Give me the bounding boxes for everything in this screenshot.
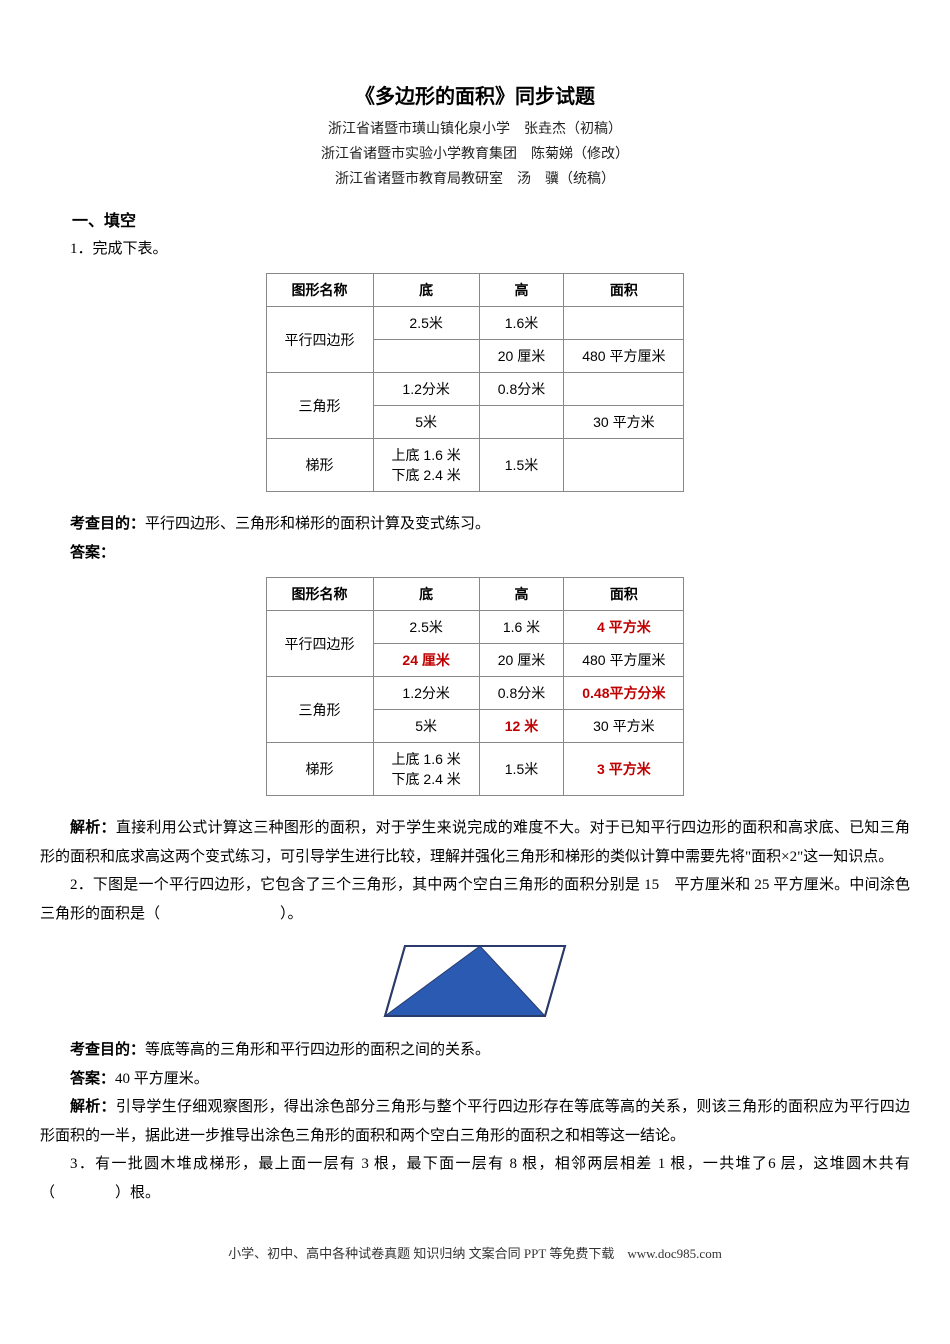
row-name: 三角形 (266, 373, 373, 439)
q1-purpose: 考查目的：平行四边形、三角形和梯形的面积计算及变式练习。 (40, 510, 910, 539)
table-cell: 0.8分米 (479, 677, 563, 710)
table-cell: 20 厘米 (479, 340, 563, 373)
table-header: 高 (479, 274, 563, 307)
purpose-label: 考查目的： (70, 516, 145, 532)
table-header: 图形名称 (266, 274, 373, 307)
author-line: 浙江省诸暨市实验小学教育集团 陈菊娣（修改） (40, 142, 910, 167)
table-cell: 480 平方厘米 (564, 340, 684, 373)
table-header: 底 (373, 274, 479, 307)
answer-text: 40 平方厘米。 (115, 1071, 209, 1087)
row-name: 梯形 (266, 439, 373, 492)
purpose-text: 平行四边形、三角形和梯形的面积计算及变式练习。 (145, 516, 490, 532)
table-cell (564, 307, 684, 340)
table-cell: 1.6 米 (479, 611, 563, 644)
table-cell: 上底 1.6 米下底 2.4 米 (373, 743, 479, 796)
q2-text: 2．下图是一个平行四边形，它包含了三个三角形，其中两个空白三角形的面积分别是 1… (40, 871, 910, 928)
q3-text: 3．有一批圆木堆成梯形，最上面一层有 3 根，最下面一层有 8 根，相邻两层相差… (40, 1150, 910, 1207)
table-cell (373, 340, 479, 373)
figure-wrap (40, 936, 910, 1026)
table-cell: 3 平方米 (564, 743, 684, 796)
table-cell: 20 厘米 (479, 644, 563, 677)
answer-label: 答案： (70, 545, 115, 561)
row-name: 梯形 (266, 743, 373, 796)
table2-wrap: 图形名称底高面积平行四边形2.5米1.6 米4 平方米 24 厘米20 厘米480… (40, 577, 910, 796)
table-cell: 1.5米 (479, 439, 563, 492)
q2-purpose: 考查目的：等底等高的三角形和平行四边形的面积之间的关系。 (40, 1036, 910, 1065)
parallelogram-diagram (380, 936, 570, 1026)
table-header: 高 (479, 578, 563, 611)
explain-label: 解析： (70, 820, 116, 836)
doc-title: 《多边形的面积》同步试题 (40, 80, 910, 109)
table-cell: 4 平方米 (564, 611, 684, 644)
q2-explain: 解析：引导学生仔细观察图形，得出涂色部分三角形与整个平行四边形存在等底等高的关系… (40, 1093, 910, 1150)
explain-label: 解析： (70, 1099, 116, 1115)
explain-text: 直接利用公式计算这三种图形的面积，对于学生来说完成的难度不大。对于已知平行四边形… (40, 820, 910, 865)
table-header: 面积 (564, 578, 684, 611)
row-name: 三角形 (266, 677, 373, 743)
q1-answer-label-line: 答案： (40, 539, 910, 568)
table-cell: 30 平方米 (564, 710, 684, 743)
table1: 图形名称底高面积平行四边形2.5米1.6米20 厘米480 平方厘米三角形1.2… (266, 273, 685, 492)
table-cell: 24 厘米 (373, 644, 479, 677)
authors-block: 浙江省诸暨市璜山镇化泉小学 张垚杰（初稿） 浙江省诸暨市实验小学教育集团 陈菊娣… (40, 117, 910, 193)
answer-label: 答案： (70, 1071, 115, 1087)
table-cell (564, 439, 684, 492)
table1-wrap: 图形名称底高面积平行四边形2.5米1.6米20 厘米480 平方厘米三角形1.2… (40, 273, 910, 492)
table-cell: 0.48平方分米 (564, 677, 684, 710)
table-cell: 480 平方厘米 (564, 644, 684, 677)
table-cell (564, 373, 684, 406)
table-cell: 0.8分米 (479, 373, 563, 406)
table-cell: 上底 1.6 米下底 2.4 米 (373, 439, 479, 492)
table-cell: 1.2分米 (373, 677, 479, 710)
author-line: 浙江省诸暨市教育局教研室 汤 骥（统稿） (40, 167, 910, 192)
table-cell (479, 406, 563, 439)
table-cell: 30 平方米 (564, 406, 684, 439)
table-header: 面积 (564, 274, 684, 307)
table-cell: 1.6米 (479, 307, 563, 340)
row-name: 平行四边形 (266, 307, 373, 373)
table-cell: 5米 (373, 710, 479, 743)
table-header: 底 (373, 578, 479, 611)
table-cell: 1.5米 (479, 743, 563, 796)
table-cell: 2.5米 (373, 611, 479, 644)
row-name: 平行四边形 (266, 611, 373, 677)
table2: 图形名称底高面积平行四边形2.5米1.6 米4 平方米 24 厘米20 厘米480… (266, 577, 685, 796)
table-cell: 12 米 (479, 710, 563, 743)
page: 《多边形的面积》同步试题 浙江省诸暨市璜山镇化泉小学 张垚杰（初稿） 浙江省诸暨… (0, 0, 950, 1302)
q2-answer: 答案：40 平方厘米。 (40, 1065, 910, 1094)
author-line: 浙江省诸暨市璜山镇化泉小学 张垚杰（初稿） (40, 117, 910, 142)
table-cell: 1.2分米 (373, 373, 479, 406)
purpose-label: 考查目的： (70, 1042, 145, 1058)
q1-explain: 解析：直接利用公式计算这三种图形的面积，对于学生来说完成的难度不大。对于已知平行… (40, 814, 910, 871)
table-cell: 5米 (373, 406, 479, 439)
page-footer: 小学、初中、高中各种试卷真题 知识归纳 文案合同 PPT 等免费下载 www.d… (40, 1243, 910, 1262)
table-header: 图形名称 (266, 578, 373, 611)
q1-lead: 1．完成下表。 (40, 235, 910, 264)
explain-text: 引导学生仔细观察图形，得出涂色部分三角形与整个平行四边形存在等底等高的关系，则该… (40, 1099, 910, 1144)
table-cell: 2.5米 (373, 307, 479, 340)
section-heading: 一、填空 (40, 207, 910, 231)
purpose-text: 等底等高的三角形和平行四边形的面积之间的关系。 (145, 1042, 490, 1058)
